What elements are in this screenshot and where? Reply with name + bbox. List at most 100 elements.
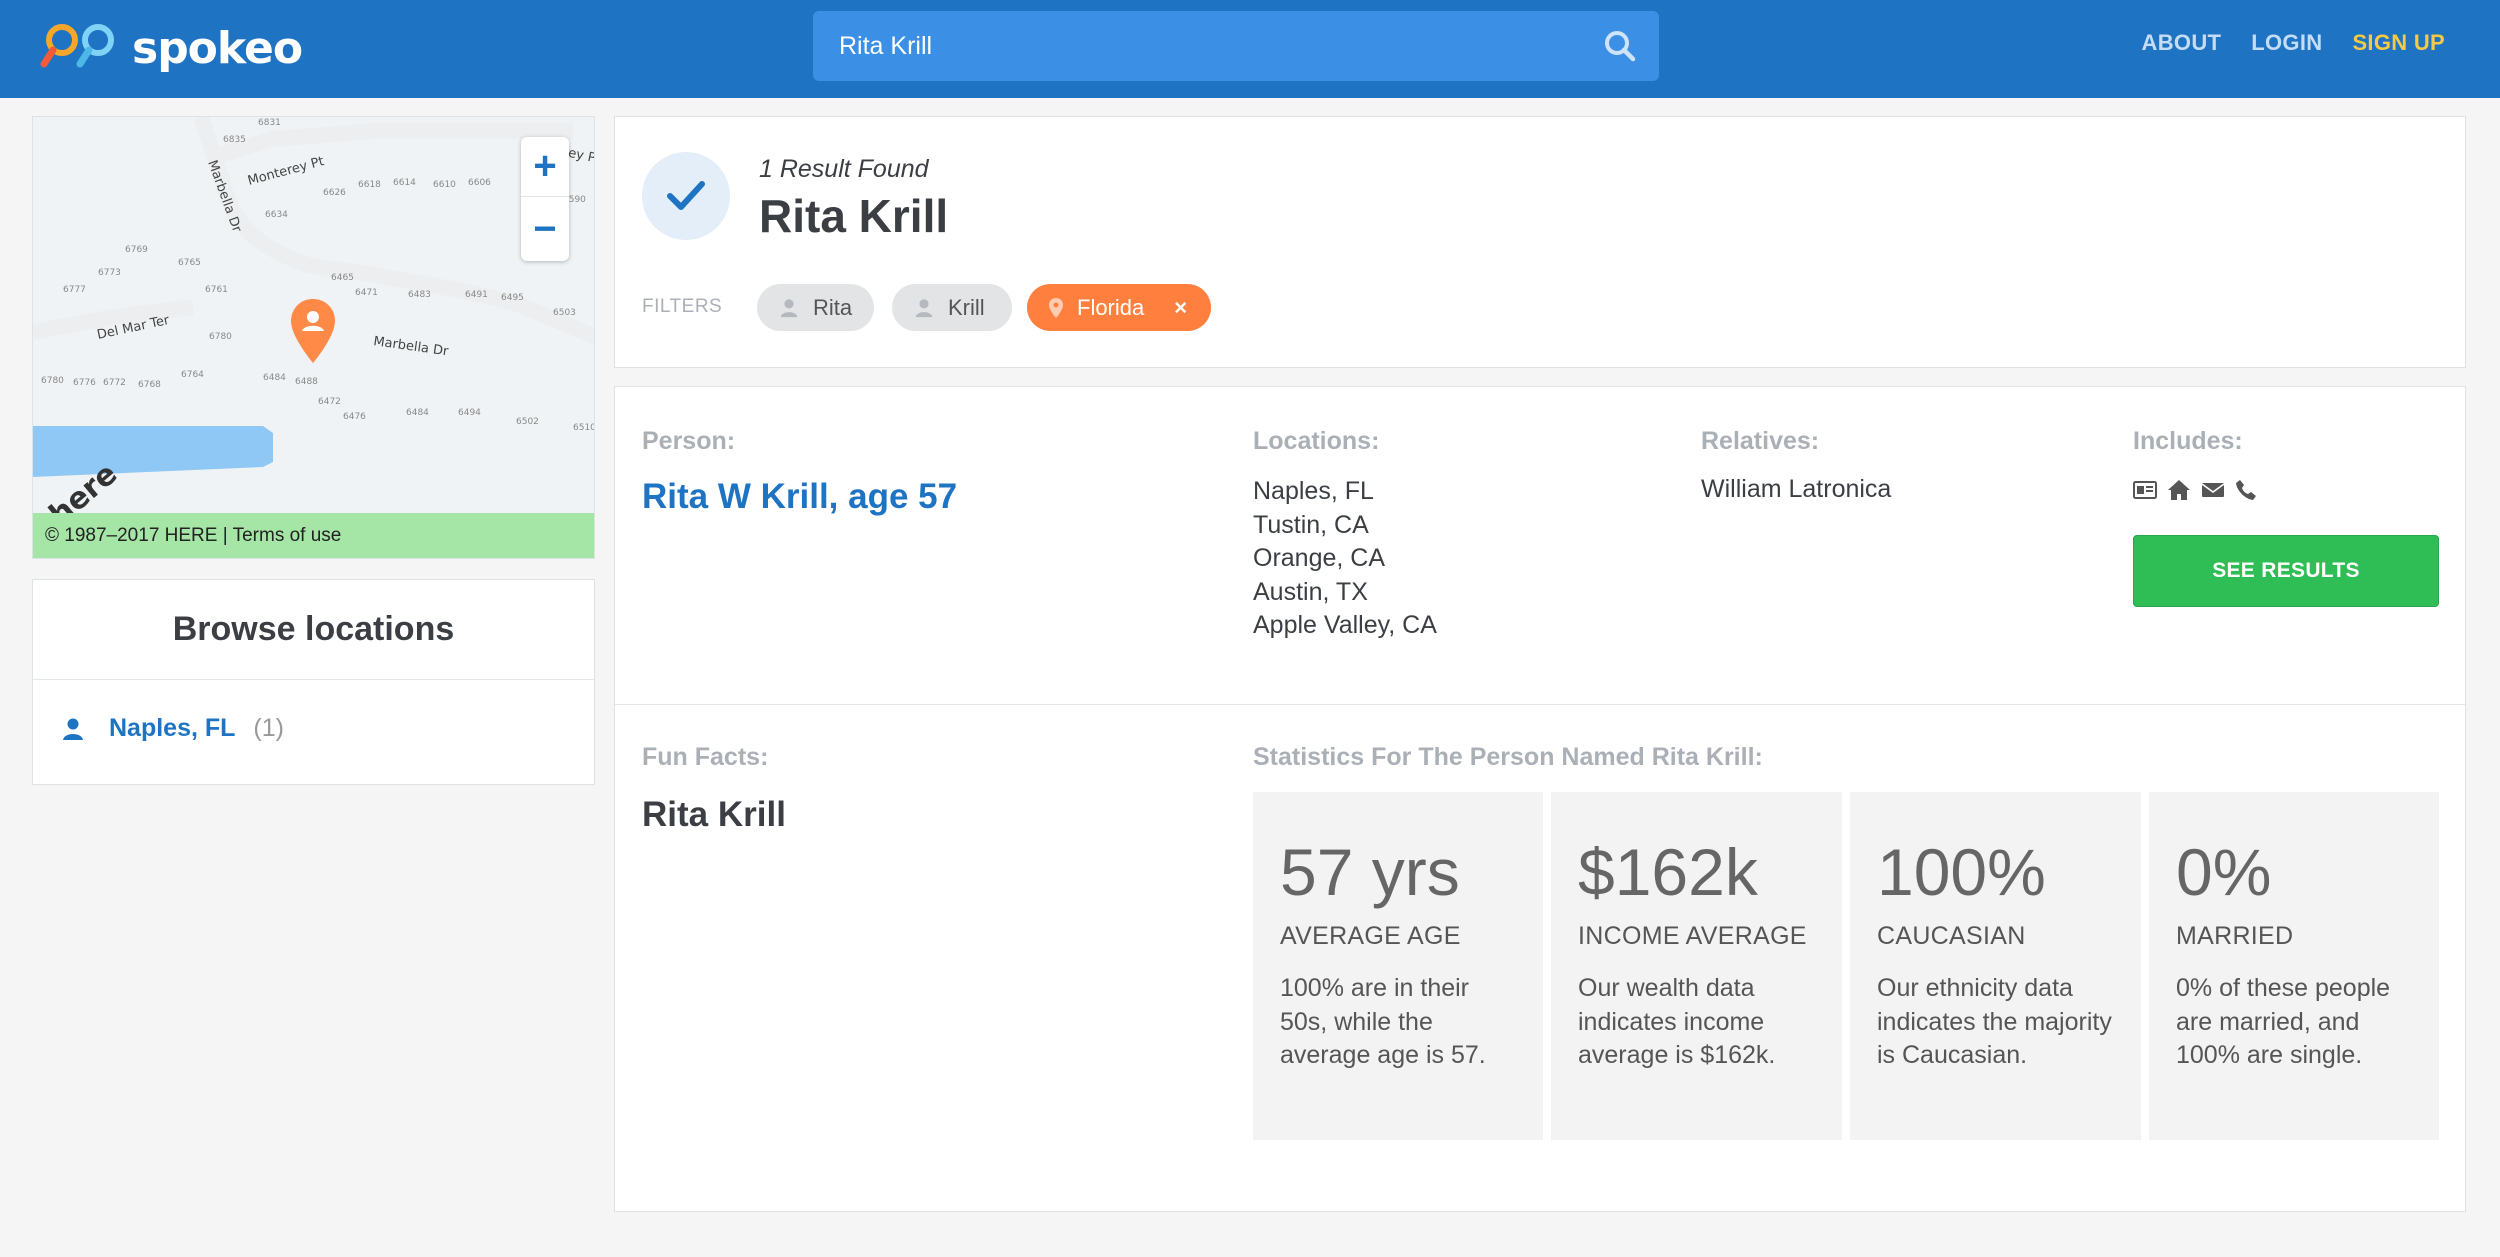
phone-icon xyxy=(2236,480,2256,500)
search-name-title: Rita Krill xyxy=(759,190,949,242)
result-summary-card: 1 Result Found Rita Krill FILTERS Rita K… xyxy=(614,116,2466,368)
stat-description: Our ethnicity data indicates the majorit… xyxy=(1877,974,2112,1069)
map-attribution-bar xyxy=(33,513,594,558)
water-area xyxy=(33,426,273,477)
search-input[interactable] xyxy=(813,11,1573,81)
browse-location-count: (1) xyxy=(253,714,284,742)
stat-value: $162k xyxy=(1578,835,1758,909)
svg-text:6780: 6780 xyxy=(41,376,64,386)
results-count: 1 Result Found xyxy=(759,155,929,183)
svg-text:6476: 6476 xyxy=(343,412,366,422)
browse-location-link[interactable]: Naples, FL xyxy=(109,714,236,742)
filter-chip-label: Florida xyxy=(1077,294,1145,320)
svg-text:6835: 6835 xyxy=(223,135,246,145)
person-icon xyxy=(915,298,933,317)
location-item: Austin, TX xyxy=(1253,577,1368,606)
svg-text:6831: 6831 xyxy=(258,118,281,128)
svg-text:6606: 6606 xyxy=(468,178,491,188)
filter-chip-first-name[interactable]: Rita xyxy=(757,284,874,331)
svg-text:6764: 6764 xyxy=(181,370,204,380)
person-icon xyxy=(780,298,798,317)
svg-text:6772: 6772 xyxy=(103,378,126,388)
zoom-control: + − xyxy=(521,137,569,261)
section-divider xyxy=(615,704,2465,705)
logo-mark-icon xyxy=(40,24,114,68)
svg-text:6502: 6502 xyxy=(516,417,539,427)
location-item: Naples, FL xyxy=(1253,477,1374,505)
svg-text:6765: 6765 xyxy=(178,258,201,268)
location-item: Tustin, CA xyxy=(1253,510,1369,539)
svg-text:6491: 6491 xyxy=(465,290,488,300)
svg-text:6510: 6510 xyxy=(573,423,595,433)
location-item: Orange, CA xyxy=(1253,544,1386,572)
svg-text:6472: 6472 xyxy=(318,397,341,407)
map-pin-icon[interactable] xyxy=(289,297,337,367)
svg-text:6761: 6761 xyxy=(205,285,228,295)
check-badge xyxy=(642,152,730,240)
person-name-link[interactable]: Rita W Krill, age 57 xyxy=(642,477,958,516)
location-item: Apple Valley, CA xyxy=(1253,611,1437,639)
map-copyright: © 1987–2017 HERE | xyxy=(45,525,233,546)
svg-text:6484: 6484 xyxy=(406,408,429,418)
includes-icons xyxy=(2133,479,2257,501)
terms-of-use-link[interactable]: Terms of use xyxy=(232,525,342,546)
login-link[interactable]: LOGIN xyxy=(2251,30,2323,55)
svg-text:6495: 6495 xyxy=(501,293,524,303)
includes-label: Includes: xyxy=(2133,427,2243,455)
browse-location-item[interactable]: Naples, FL (1) xyxy=(61,714,284,743)
see-results-button[interactable]: SEE RESULTS xyxy=(2133,535,2439,607)
locations-list: Naples, FL Tustin, CA Orange, CA Austin,… xyxy=(1253,475,1437,643)
svg-text:6780: 6780 xyxy=(209,332,232,342)
person-result-card: Person: Rita W Krill, age 57 Locations: … xyxy=(614,386,2466,1212)
person-icon xyxy=(63,718,83,740)
map-canvas: Monterey Pt Marbella Dr Del Mar Ter Marb… xyxy=(33,117,595,477)
stat-title: AVERAGE AGE xyxy=(1280,922,1461,950)
remove-filter-icon[interactable]: × xyxy=(1174,294,1188,320)
svg-text:6614: 6614 xyxy=(393,178,416,188)
stat-card-ethnicity: 100% CAUCASIAN Our ethnicity data indica… xyxy=(1850,792,2141,1140)
svg-text:6773: 6773 xyxy=(98,268,121,278)
stat-value: 100% xyxy=(1877,835,2046,909)
id-card-icon xyxy=(2133,481,2157,499)
search-icon[interactable] xyxy=(1603,29,1637,63)
filter-chip-last-name[interactable]: Krill xyxy=(892,284,1012,331)
zoom-out-button[interactable]: − xyxy=(533,206,557,251)
filter-chip-label: Krill xyxy=(948,294,985,320)
stat-card-average-age: 57 yrs AVERAGE AGE 100% are in their 50s… xyxy=(1253,792,1543,1140)
svg-text:6768: 6768 xyxy=(138,380,161,390)
relatives-label: Relatives: xyxy=(1701,427,1820,455)
home-icon xyxy=(2168,480,2190,500)
person-label: Person: xyxy=(642,427,736,455)
map-attribution: © 1987–2017 HERE | Terms of use xyxy=(45,525,341,547)
logo-text: spokeo xyxy=(132,22,303,74)
fun-facts-label: Fun Facts: xyxy=(642,743,769,771)
svg-text:6484: 6484 xyxy=(263,373,286,383)
spokeo-logo[interactable]: spokeo xyxy=(40,20,303,76)
location-pin-icon xyxy=(1049,297,1063,318)
svg-text:6618: 6618 xyxy=(358,180,381,190)
location-map[interactable]: Monterey Pt Marbella Dr Del Mar Ter Marb… xyxy=(32,116,595,559)
filter-chip-label: Rita xyxy=(813,294,853,320)
svg-text:6590: 6590 xyxy=(563,195,586,205)
svg-text:6488: 6488 xyxy=(295,377,318,387)
fun-facts-name: Rita Krill xyxy=(642,795,786,834)
svg-text:6610: 6610 xyxy=(433,180,456,190)
svg-text:6777: 6777 xyxy=(63,285,86,295)
stat-card-income: $162k INCOME AVERAGE Our wealth data ind… xyxy=(1551,792,1842,1140)
stat-description: Our wealth data indicates income average… xyxy=(1578,974,1776,1069)
stat-title: MARRIED xyxy=(2176,922,2294,950)
stat-card-married: 0% MARRIED 0% of these people are marrie… xyxy=(2149,792,2439,1140)
filter-chip-location[interactable]: Florida × xyxy=(1027,284,1211,331)
signup-link[interactable]: SIGN UP xyxy=(2352,30,2445,55)
svg-text:6634: 6634 xyxy=(265,210,288,220)
browse-locations-title: Browse locations xyxy=(33,580,594,680)
zoom-in-button[interactable]: + xyxy=(521,137,569,197)
street-label: Monterey Pt xyxy=(246,154,326,189)
stat-value: 0% xyxy=(2176,835,2272,909)
stat-description: 0% of these people are married, and 100%… xyxy=(2176,974,2391,1069)
svg-text:6471: 6471 xyxy=(355,288,378,298)
checkmark-icon xyxy=(667,181,705,210)
street-label: Marbella Dr xyxy=(372,334,449,359)
stat-title: INCOME AVERAGE xyxy=(1578,922,1807,950)
about-link[interactable]: ABOUT xyxy=(2141,30,2222,55)
